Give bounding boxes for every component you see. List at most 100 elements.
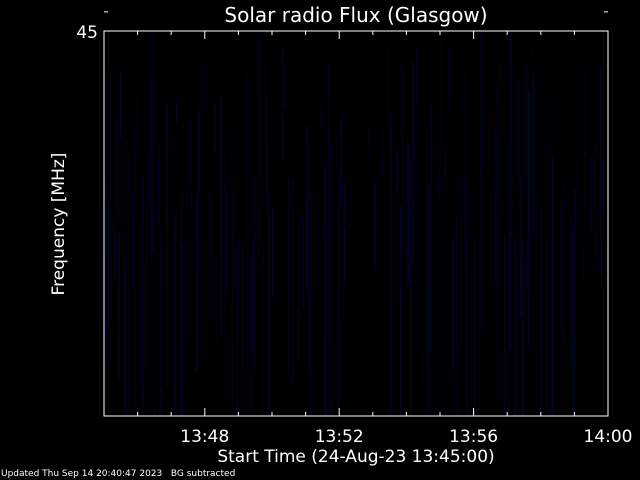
- noise-streak: [546, 128, 548, 408]
- noise-streak: [326, 223, 328, 416]
- noise-streak: [284, 74, 286, 108]
- noise-streak: [490, 194, 492, 285]
- noise-streak: [518, 78, 520, 205]
- noise-streak: [120, 70, 122, 140]
- noise-streak: [430, 104, 432, 353]
- noise-streak: [496, 90, 498, 399]
- noise-streak: [336, 133, 338, 171]
- noise-streak: [510, 33, 512, 350]
- x-tick-label: 13:48: [180, 427, 229, 447]
- noise-streak: [158, 144, 160, 224]
- noise-streak: [524, 257, 526, 416]
- noise-streak: [226, 188, 228, 293]
- noise-streak: [108, 201, 110, 326]
- noise-streak: [292, 178, 294, 391]
- noise-streak: [550, 235, 552, 416]
- noise-streak: [574, 188, 576, 416]
- noise-streak: [390, 112, 392, 417]
- noise-streak: [498, 58, 500, 287]
- noise-streak: [460, 176, 462, 349]
- noise-streak: [494, 127, 496, 283]
- noise-streak: [116, 115, 118, 222]
- noise-streak: [540, 207, 542, 416]
- noise-streak: [302, 215, 304, 308]
- noise-streak: [328, 61, 330, 327]
- noise-streak: [500, 196, 502, 219]
- noise-streak: [232, 192, 234, 406]
- noise-streak: [376, 209, 378, 235]
- noise-streak: [342, 36, 344, 317]
- noise-streak: [114, 225, 116, 281]
- noise-streak: [410, 159, 412, 417]
- noise-streak: [514, 235, 516, 416]
- noise-streak: [554, 86, 556, 133]
- noise-streak: [516, 253, 518, 416]
- noise-streak: [412, 59, 414, 264]
- noise-streak: [136, 89, 138, 151]
- noise-streak: [200, 235, 202, 363]
- noise-streak: [406, 142, 408, 288]
- noise-streak: [214, 103, 216, 153]
- noise-streak: [504, 237, 506, 416]
- noise-streak: [422, 252, 424, 390]
- noise-streak: [534, 79, 536, 263]
- noise-streak: [562, 200, 564, 404]
- noise-streak: [526, 62, 528, 291]
- x-tick-label: 13:56: [449, 427, 498, 447]
- noise-streak: [446, 169, 448, 198]
- noise-streak: [440, 32, 442, 169]
- noise-streak: [190, 117, 192, 214]
- noise-streak: [418, 32, 420, 285]
- noise-streak: [466, 177, 468, 416]
- noise-streak: [196, 192, 198, 373]
- noise-streak: [330, 145, 332, 416]
- noise-streak: [324, 166, 326, 416]
- noise-streak: [180, 189, 182, 416]
- noise-streak: [236, 246, 238, 416]
- noise-streak: [166, 102, 168, 388]
- noise-streak: [438, 165, 440, 198]
- noise-streak: [250, 259, 252, 416]
- noise-streak: [560, 197, 562, 331]
- noise-streak: [268, 192, 270, 416]
- noise-streak: [576, 31, 578, 198]
- noise-streak: [586, 82, 588, 252]
- noise-streak: [306, 124, 308, 291]
- noise-streak: [310, 193, 312, 416]
- noise-streak: [160, 230, 162, 416]
- noise-streak: [452, 235, 454, 385]
- noise-streak: [400, 205, 402, 416]
- x-axis: 13:48 13:52 13:56 14:00: [137, 31, 633, 447]
- noise-streak: [186, 187, 188, 344]
- noise-texture: [104, 31, 606, 417]
- noise-streak: [146, 149, 148, 374]
- noise-streak: [382, 129, 384, 174]
- y-axis: 455055607080: [76, 11, 608, 43]
- noise-streak: [594, 143, 596, 261]
- noise-streak: [258, 36, 260, 259]
- noise-streak: [320, 106, 322, 128]
- noise-streak: [338, 176, 340, 416]
- x-tick-label: 14:00: [584, 427, 633, 447]
- noise-streak: [138, 97, 140, 204]
- noise-streak: [530, 93, 532, 293]
- noise-streak: [246, 70, 248, 368]
- noise-streak: [340, 118, 342, 207]
- noise-streak: [414, 139, 416, 201]
- noise-streak: [572, 233, 574, 416]
- noise-streak: [426, 122, 428, 364]
- noise-streak: [104, 177, 106, 416]
- noise-streak: [482, 99, 484, 171]
- noise-streak: [604, 242, 606, 287]
- updated-text: Updated Thu Sep 14 20:40:47 2023: [1, 469, 163, 479]
- noise-streak: [442, 116, 444, 282]
- noise-streak: [536, 191, 538, 416]
- noise-streak: [216, 258, 218, 348]
- x-axis-label: Start Time (24-Aug-23 13:45:00): [217, 447, 494, 467]
- noise-streak: [528, 89, 530, 351]
- noise-streak: [254, 175, 256, 369]
- noise-streak: [434, 133, 436, 164]
- noise-streak: [480, 35, 482, 331]
- noise-streak: [590, 156, 592, 231]
